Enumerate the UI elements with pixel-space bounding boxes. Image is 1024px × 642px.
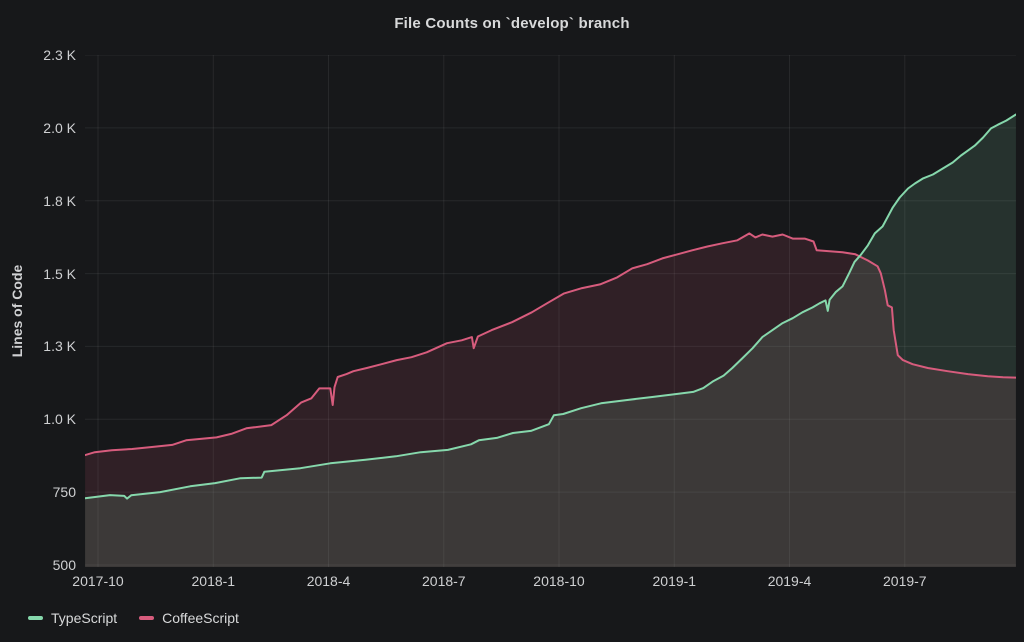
x-tick-label: 2018-10 [533, 573, 585, 589]
x-tick-label: 2019-4 [767, 573, 812, 589]
y-axis-tick-labels: 500 750 1.0 K 1.3 K 1.5 K 1.8 K 2.0 K 2.3 K [0, 47, 76, 573]
plot-area[interactable] [84, 54, 1017, 567]
x-tick-label: 2019-7 [883, 573, 927, 589]
legend: TypeScript CoffeeScript [28, 606, 239, 630]
y-tick-label: 1.0 K [43, 411, 76, 428]
y-tick-label: 1.3 K [43, 338, 76, 355]
y-tick-label: 1.5 K [43, 265, 76, 282]
y-tick-label: 1.8 K [43, 192, 76, 209]
x-axis-tick-labels: 2017-10 2018-1 2018-4 2018-7 2018-10 2019-1 20… [72, 573, 1016, 593]
legend-label-coffeescript: CoffeeScript [162, 610, 239, 626]
x-tick-label: 2018-4 [306, 573, 351, 589]
x-tick-label: 2017-10 [72, 573, 124, 589]
x-tick-label: 2018-7 [422, 573, 466, 589]
chart-title: File Counts on `develop` branch [394, 15, 630, 32]
coffeescript-series-line [84, 232, 1017, 457]
coffeescript-series-area [85, 233, 1016, 567]
y-tick-label: 750 [52, 484, 76, 501]
typescript-series-line [84, 113, 1017, 500]
time-series-canvas[interactable] [84, 54, 1017, 567]
x-tick-label: 2019-1 [652, 573, 697, 589]
y-tick-label: 2.3 K [43, 47, 76, 63]
y-tick-label: 2.0 K [43, 119, 76, 136]
legend-label-typescript: TypeScript [51, 610, 118, 626]
y-tick-label: 500 [52, 557, 76, 573]
legend-item-typescript[interactable]: TypeScript [28, 610, 117, 626]
legend-item-coffeescript[interactable]: CoffeeScript [139, 610, 239, 626]
typescript-series-area [85, 114, 1016, 567]
coffeescript-series-swatch-icon [139, 616, 155, 620]
typescript-series-swatch-icon [28, 616, 43, 620]
x-tick-label: 2018-1 [191, 573, 236, 589]
